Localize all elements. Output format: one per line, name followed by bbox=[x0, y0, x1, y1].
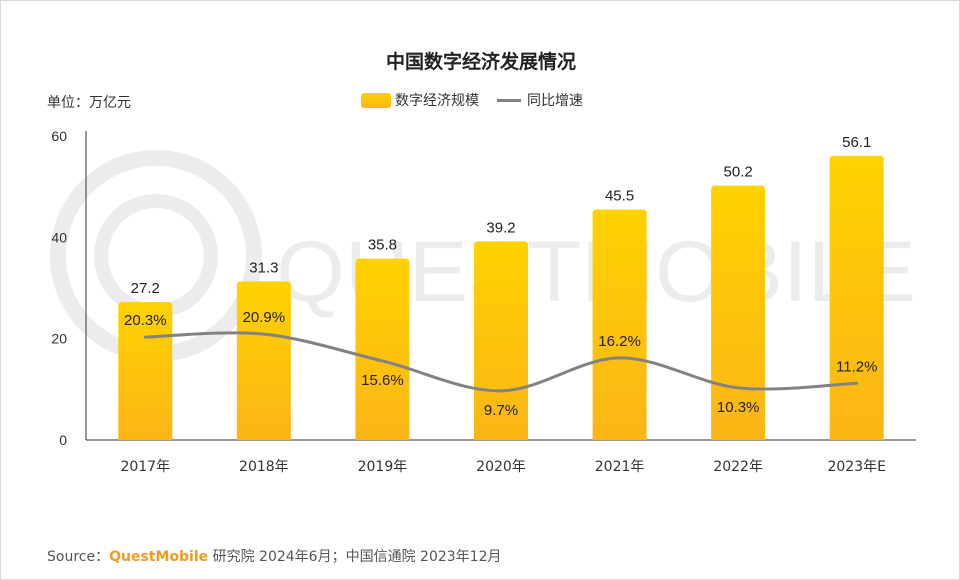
x-tick-label: 2022年 bbox=[713, 459, 763, 475]
x-tick-label: 2021年 bbox=[595, 459, 645, 475]
bar-value-label: 35.8 bbox=[368, 237, 397, 254]
x-tick-label: 2018年 bbox=[239, 459, 289, 475]
legend-line-label: 同比增速 bbox=[527, 93, 583, 109]
source-rest: 研究院 2024年6月；中国信通院 2023年12月 bbox=[208, 549, 502, 565]
source-prefix: Source： bbox=[47, 549, 110, 565]
legend: 数字经济规模 同比增速 bbox=[361, 90, 601, 110]
growth-value-label: 15.6% bbox=[361, 372, 404, 389]
y-tick-label: 40 bbox=[51, 229, 67, 245]
x-tick-label: 2019年 bbox=[358, 459, 408, 475]
growth-value-label: 16.2% bbox=[598, 333, 641, 350]
bar-value-label: 27.2 bbox=[131, 280, 160, 297]
unit-label: 单位：万亿元 bbox=[47, 95, 131, 111]
y-tick-label: 60 bbox=[51, 128, 67, 144]
y-tick-label: 0 bbox=[59, 432, 67, 448]
growth-value-label: 20.3% bbox=[124, 312, 167, 329]
legend-bar-swatch bbox=[361, 92, 391, 108]
source-brand: QuestMobile bbox=[109, 549, 209, 565]
y-tick-label: 20 bbox=[51, 331, 67, 347]
bar-value-label: 56.1 bbox=[842, 134, 871, 151]
growth-line bbox=[143, 331, 859, 393]
growth-value-label: 20.9% bbox=[243, 309, 286, 326]
bar-value-label: 31.3 bbox=[249, 259, 278, 276]
bar bbox=[236, 281, 291, 440]
x-tick-label: 2023年E bbox=[827, 459, 885, 475]
bar-value-label: 39.2 bbox=[486, 219, 515, 236]
bar bbox=[592, 209, 647, 440]
bar-value-label: 45.5 bbox=[605, 187, 634, 204]
growth-value-label: 10.3% bbox=[717, 399, 760, 416]
growth-value-label: 11.2% bbox=[836, 358, 877, 375]
source-line: Source：QuestMobile 研究院 2024年6月；中国信通院 202… bbox=[47, 546, 502, 566]
bar bbox=[829, 155, 884, 440]
x-tick-label: 2020年 bbox=[476, 459, 526, 475]
chart-title: 中国数字经济发展情况 bbox=[385, 51, 576, 73]
bar bbox=[355, 258, 410, 440]
legend-item-bar: 数字经济规模 bbox=[361, 90, 479, 110]
bar-value-label: 50.2 bbox=[724, 164, 753, 181]
legend-line-swatch bbox=[497, 98, 521, 102]
legend-bar-label: 数字经济规模 bbox=[395, 93, 479, 109]
legend-item-line: 同比增速 bbox=[497, 90, 583, 110]
growth-value-label: 9.7% bbox=[484, 402, 518, 419]
bar bbox=[711, 185, 766, 440]
x-tick-label: 2017年 bbox=[120, 459, 170, 475]
